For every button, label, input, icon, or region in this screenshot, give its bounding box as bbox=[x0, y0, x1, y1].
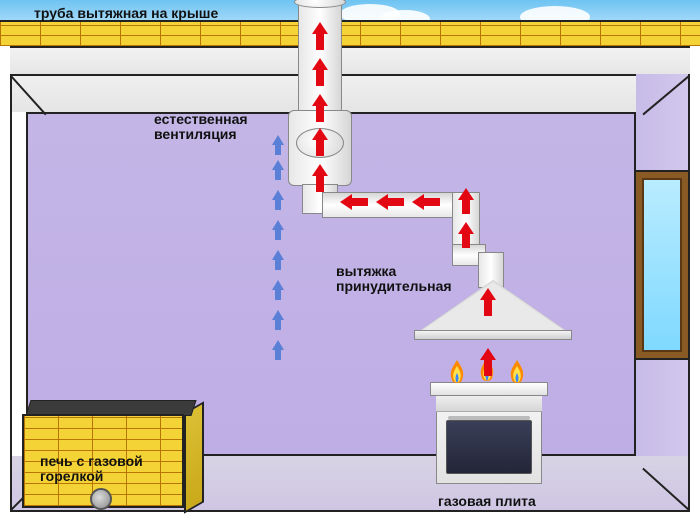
hot-air-arrow-icon bbox=[312, 58, 328, 86]
cool-air-arrow-icon bbox=[272, 280, 284, 300]
label-natural-vent: естественная вентиляция bbox=[154, 112, 248, 143]
burner-icon bbox=[90, 488, 112, 510]
ceiling-edge bbox=[10, 74, 690, 76]
window bbox=[634, 170, 690, 360]
hot-air-arrow-icon bbox=[312, 164, 328, 192]
label-forced-hood: вытяжка принудительная bbox=[336, 264, 452, 295]
ceiling-band bbox=[10, 46, 690, 74]
label-gas-stove: газовая плита bbox=[438, 494, 536, 509]
cool-air-arrow-icon bbox=[272, 135, 284, 155]
hot-air-arrow-icon bbox=[312, 22, 328, 50]
cool-air-arrow-icon bbox=[272, 190, 284, 210]
cool-air-arrow-icon bbox=[272, 340, 284, 360]
cool-air-arrow-icon bbox=[272, 250, 284, 270]
hot-air-arrow-icon bbox=[312, 128, 328, 156]
heater-side bbox=[184, 401, 204, 514]
hot-air-arrow-icon bbox=[340, 194, 368, 210]
oven-door bbox=[446, 420, 532, 474]
hot-air-arrow-icon bbox=[480, 288, 496, 316]
stove-control-panel bbox=[436, 396, 542, 412]
flame-icon bbox=[508, 360, 526, 386]
cool-air-arrow-icon bbox=[272, 160, 284, 180]
label-roof-pipe: труба вытяжная на крыше bbox=[34, 6, 218, 21]
label-gas-heater: печь с газовой горелкой bbox=[40, 454, 143, 485]
cool-air-arrow-icon bbox=[272, 310, 284, 330]
hot-air-arrow-icon bbox=[376, 194, 404, 210]
ceiling-area bbox=[10, 74, 690, 112]
window-glass bbox=[642, 178, 682, 352]
brick-roof-band bbox=[0, 20, 700, 46]
flame-icon bbox=[448, 360, 466, 386]
hot-air-arrow-icon bbox=[480, 348, 496, 376]
gas-stove bbox=[430, 382, 548, 490]
hot-air-arrow-icon bbox=[412, 194, 440, 210]
hot-air-arrow-icon bbox=[312, 94, 328, 122]
ventilation-diagram: труба вытяжная на крыше естественная вен… bbox=[0, 0, 700, 522]
hot-air-arrow-icon bbox=[458, 222, 474, 248]
cool-air-arrow-icon bbox=[272, 220, 284, 240]
hot-air-arrow-icon bbox=[458, 188, 474, 214]
